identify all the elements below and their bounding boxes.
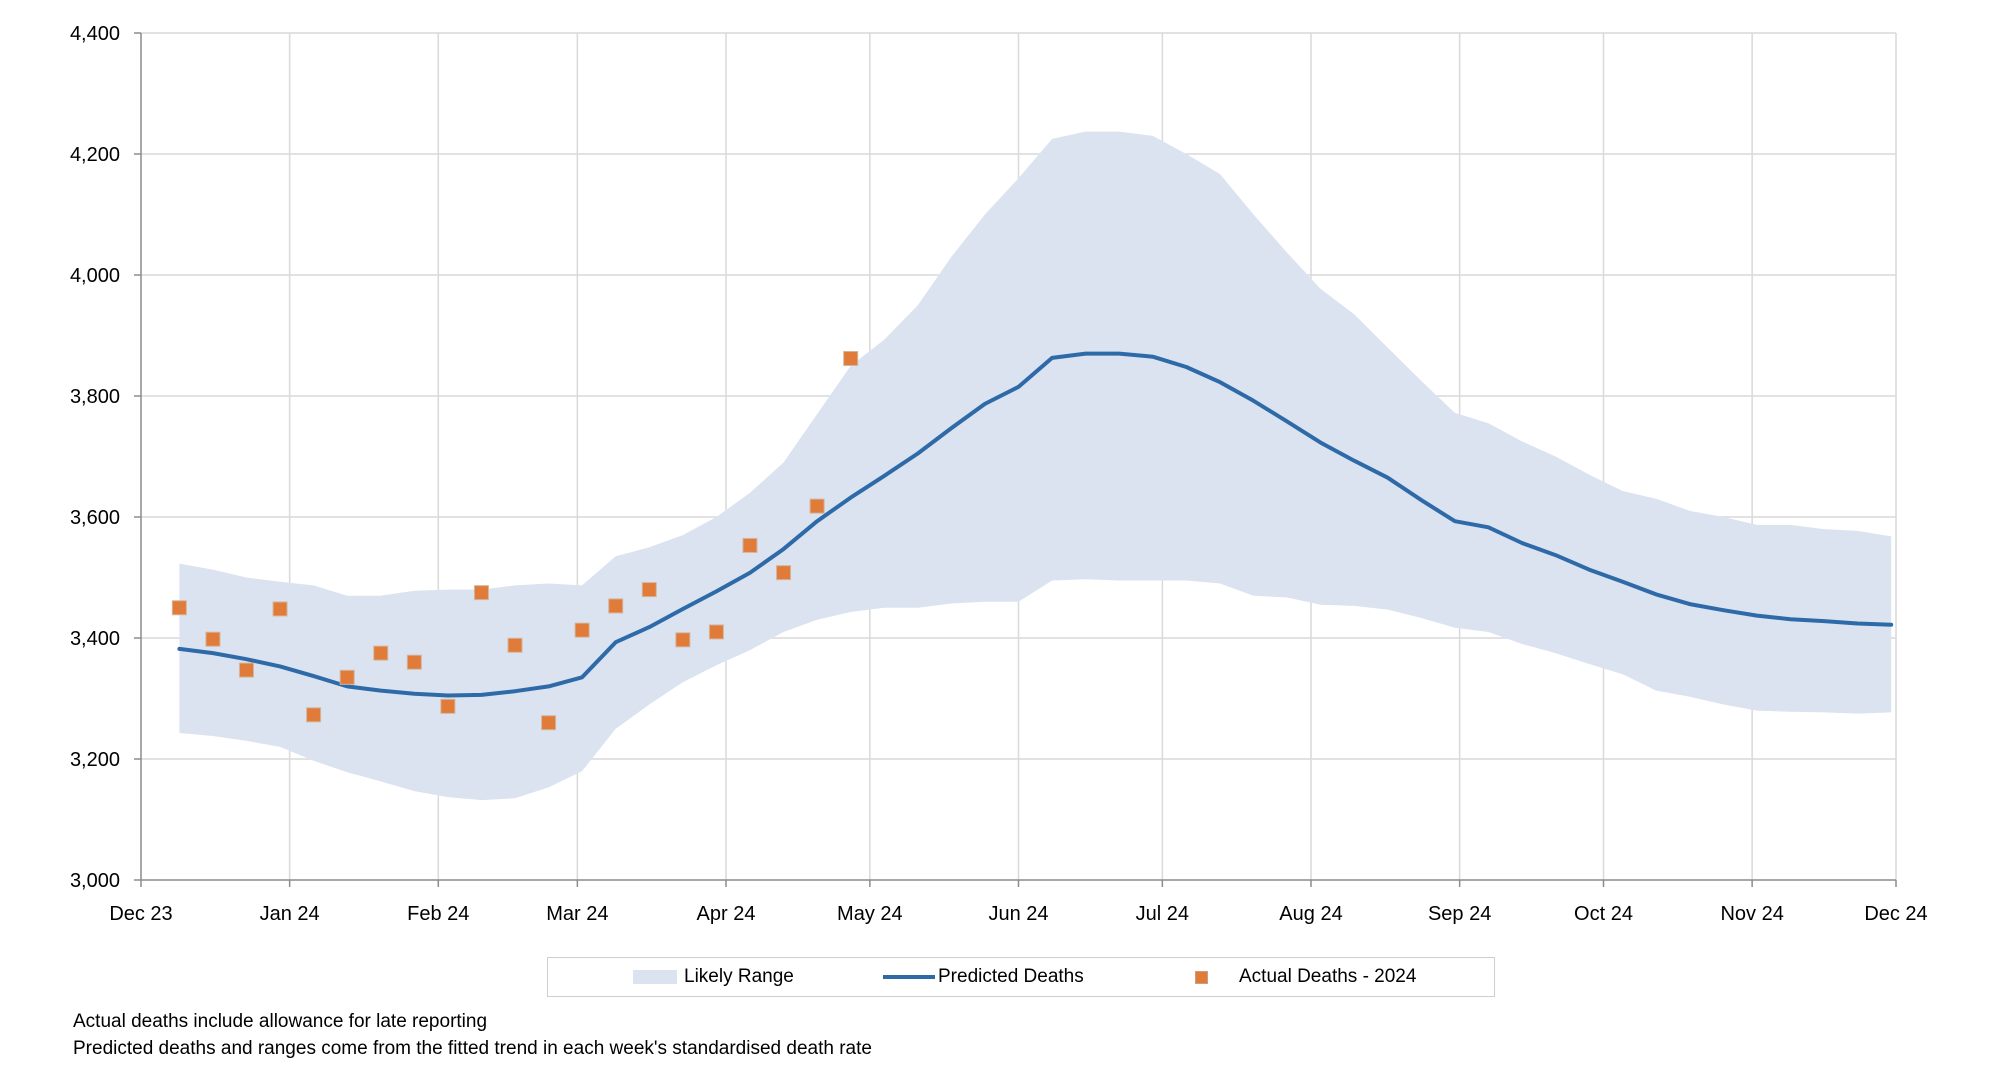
predicted-deaths-line (177, 351, 1894, 698)
legend-item-likely-range: Likely Range (633, 958, 794, 996)
y-tick-label: 3,000 (70, 870, 120, 892)
x-tick-label: Jan 24 (260, 903, 320, 925)
footnotes: Actual deaths include allowance for late… (73, 1008, 872, 1062)
legend: Likely Range Predicted Deaths Actual Dea… (547, 957, 1495, 997)
likely-range-band (179, 131, 1892, 801)
y-tick-label: 3,200 (70, 749, 120, 771)
actual-deaths-point (406, 654, 422, 670)
actual-deaths-point (843, 350, 859, 366)
actual-deaths-point (171, 600, 187, 616)
actual-deaths-point (373, 645, 389, 661)
actual-deaths-swatch (1195, 970, 1208, 984)
x-tick-label: Nov 24 (1720, 903, 1783, 925)
legend-label-predicted-deaths: Predicted Deaths (938, 966, 1084, 987)
axes (134, 32, 1897, 887)
x-tick-label: Apr 24 (697, 903, 756, 925)
legend-item-actual-deaths: Actual Deaths - 2024 (1195, 958, 1416, 996)
actual-deaths-point (473, 585, 489, 601)
x-tick-label: May 24 (837, 903, 903, 925)
x-axis-tick-labels: Dec 23 Jan 24 Feb 24 Mar 24 Apr 24 May 24 Jun … (109, 903, 1927, 925)
y-tick-label: 3,800 (70, 386, 120, 408)
actual-deaths-point (574, 622, 590, 638)
y-tick-label: 4,000 (70, 265, 120, 287)
actual-deaths-point (238, 662, 254, 678)
actual-deaths-point (809, 498, 825, 514)
actual-deaths-point (675, 632, 691, 648)
x-tick-label: Dec 24 (1864, 903, 1927, 925)
x-tick-label: Jun 24 (988, 903, 1048, 925)
predicted-deaths-series (177, 351, 1894, 698)
x-tick-label: Feb 24 (407, 903, 469, 925)
footnote-fitted-trend: Predicted deaths and ranges come from th… (73, 1038, 872, 1059)
actual-deaths-point (641, 582, 657, 598)
x-tick-label: Oct 24 (1574, 903, 1633, 925)
y-axis-tick-labels: 3,000 3,200 3,400 3,600 3,800 4,000 4,200 4,400 (70, 23, 120, 892)
y-tick-label: 4,400 (70, 23, 120, 45)
x-tick-label: Jul 24 (1136, 903, 1189, 925)
actual-deaths-point (742, 537, 758, 553)
x-tick-label: Aug 24 (1279, 903, 1342, 925)
x-tick-label: Mar 24 (546, 903, 608, 925)
actual-deaths-point (205, 631, 221, 647)
x-tick-label: Dec 23 (109, 903, 172, 925)
actual-deaths-point (440, 698, 456, 714)
actual-deaths-point (272, 601, 288, 617)
actual-deaths-point (608, 598, 624, 614)
footnote-late-reporting: Actual deaths include allowance for late… (73, 1011, 488, 1032)
y-tick-label: 3,400 (70, 628, 120, 650)
legend-item-predicted-deaths: Predicted Deaths (883, 958, 1084, 996)
actual-deaths-point (306, 707, 322, 723)
predicted-deaths-swatch (883, 975, 935, 979)
actual-deaths-point (541, 715, 557, 731)
likely-range-area (179, 131, 1892, 801)
likely-range-swatch (633, 970, 677, 984)
y-tick-label: 3,600 (70, 507, 120, 529)
y-tick-label: 4,200 (70, 144, 120, 166)
actual-deaths-point (339, 669, 355, 685)
actual-deaths-point (507, 637, 523, 653)
actual-deaths-point (776, 565, 792, 581)
actual-deaths-series (171, 350, 859, 731)
x-tick-label: Sep 24 (1428, 903, 1491, 925)
actual-deaths-point (708, 624, 724, 640)
legend-label-actual-deaths: Actual Deaths - 2024 (1239, 966, 1417, 987)
legend-label-likely-range: Likely Range (684, 966, 794, 987)
